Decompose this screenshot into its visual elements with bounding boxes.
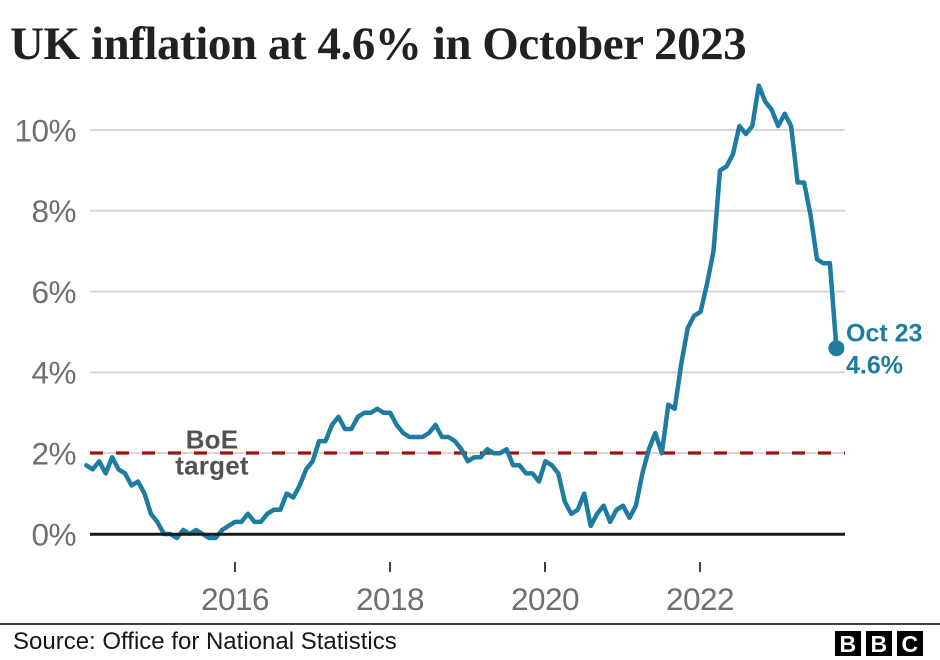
svg-text:6%: 6%	[31, 274, 76, 310]
svg-text:2020: 2020	[511, 581, 579, 617]
svg-text:0%: 0%	[31, 517, 76, 553]
svg-text:4%: 4%	[31, 355, 76, 391]
svg-text:2016: 2016	[201, 581, 269, 617]
svg-text:8%: 8%	[31, 193, 76, 229]
svg-text:2022: 2022	[666, 581, 734, 617]
svg-text:10%: 10%	[14, 112, 76, 148]
svg-text:Oct 23: Oct 23	[846, 320, 922, 348]
svg-text:2%: 2%	[31, 436, 76, 472]
svg-text:target: target	[175, 451, 249, 481]
svg-text:2018: 2018	[356, 581, 424, 617]
svg-text:BoE: BoE	[186, 425, 239, 455]
svg-text:4.6%: 4.6%	[846, 351, 903, 379]
